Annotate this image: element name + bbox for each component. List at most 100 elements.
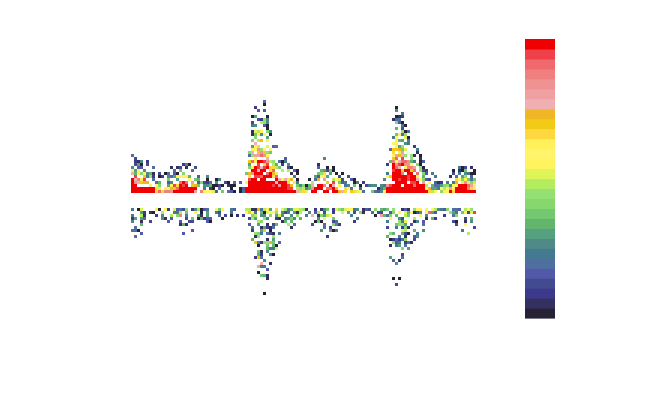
heatmap-cell: [467, 232, 470, 235]
heatmap-cell: [137, 172, 140, 175]
heatmap-cell: [464, 175, 467, 178]
heatmap-cell: [398, 121, 401, 124]
heatmap-cell: [392, 184, 395, 187]
colorbar-swatch: [525, 248, 555, 259]
heatmap-cell: [398, 187, 401, 190]
heatmap-cell: [257, 133, 260, 136]
heatmap-cell: [263, 217, 266, 220]
heatmap-cell: [230, 184, 233, 187]
heatmap-cell: [293, 211, 296, 214]
heatmap-cell: [392, 169, 395, 172]
heatmap-cell: [395, 154, 398, 157]
heatmap-cell: [185, 208, 188, 211]
heatmap-cell: [323, 226, 326, 229]
heatmap-cell: [275, 247, 278, 250]
heatmap-cell: [281, 208, 284, 211]
heatmap-cell: [404, 214, 407, 217]
heatmap-cell: [218, 214, 221, 217]
heatmap-cell: [134, 169, 137, 172]
heatmap-cell: [263, 208, 266, 211]
heatmap-cell: [275, 163, 278, 166]
heatmap-cell: [467, 181, 470, 184]
heatmap-cell: [413, 169, 416, 172]
heatmap-cell: [284, 178, 287, 181]
heatmap-cell: [164, 190, 167, 193]
heatmap-cell: [335, 223, 338, 226]
heatmap-cell: [227, 184, 230, 187]
heatmap-cell: [299, 190, 302, 193]
heatmap-cell: [257, 160, 260, 163]
heatmap-cell: [260, 253, 263, 256]
heatmap-cell: [401, 190, 404, 193]
heatmap-cell: [407, 232, 410, 235]
heatmap-cell: [398, 190, 401, 193]
heatmap-cell: [347, 184, 350, 187]
heatmap-cell: [422, 220, 425, 223]
heatmap-cell: [227, 181, 230, 184]
heatmap-cell: [401, 187, 404, 190]
heatmap-cell: [248, 190, 251, 193]
heatmap-cell: [317, 211, 320, 214]
heatmap-cell: [311, 214, 314, 217]
heatmap-cell: [392, 172, 395, 175]
heatmap-cell: [380, 190, 383, 193]
heatmap-cell: [272, 247, 275, 250]
heatmap-cell: [449, 187, 452, 190]
heatmap-cell: [338, 208, 341, 211]
heatmap-cell: [467, 211, 470, 214]
heatmap-cell: [251, 238, 254, 241]
heatmap-cell: [290, 190, 293, 193]
heatmap-cell: [449, 175, 452, 178]
heatmap-cell: [389, 175, 392, 178]
heatmap-cell: [155, 184, 158, 187]
heatmap-cell: [302, 187, 305, 190]
heatmap-cell: [269, 232, 272, 235]
heatmap-cell: [143, 187, 146, 190]
heatmap-cell: [458, 190, 461, 193]
heatmap-cell: [389, 232, 392, 235]
heatmap-cell: [173, 187, 176, 190]
heatmap-cell: [332, 187, 335, 190]
heatmap-cell: [386, 190, 389, 193]
heatmap-cell: [308, 187, 311, 190]
heatmap-cell: [416, 211, 419, 214]
heatmap-cell: [251, 217, 254, 220]
heatmap-cell: [206, 208, 209, 211]
heatmap-cell: [323, 208, 326, 211]
heatmap-cell: [296, 208, 299, 211]
heatmap-cell: [311, 181, 314, 184]
heatmap-cell: [182, 172, 185, 175]
heatmap-cell: [359, 211, 362, 214]
heatmap-cell: [206, 211, 209, 214]
heatmap-cell: [416, 235, 419, 238]
heatmap-cell: [197, 208, 200, 211]
heatmap-cell: [140, 211, 143, 214]
heatmap-cell: [440, 187, 443, 190]
heatmap-cell: [422, 190, 425, 193]
heatmap-cell: [281, 181, 284, 184]
heatmap-cell: [263, 265, 266, 268]
heatmap-cell: [152, 190, 155, 193]
heatmap-cell: [140, 208, 143, 211]
heatmap-cell: [293, 217, 296, 220]
heatmap-cell: [272, 232, 275, 235]
heatmap-cell: [191, 220, 194, 223]
heatmap-cell: [260, 154, 263, 157]
heatmap-cell: [209, 217, 212, 220]
heatmap-cell: [419, 214, 422, 217]
heatmap-cell: [269, 175, 272, 178]
heatmap-cell: [194, 208, 197, 211]
heatmap-cell: [173, 208, 176, 211]
heatmap-cell: [329, 226, 332, 229]
heatmap-cell: [413, 220, 416, 223]
heatmap-cell: [464, 190, 467, 193]
heatmap-cell: [164, 208, 167, 211]
heatmap-cell: [251, 190, 254, 193]
heatmap-cell: [257, 184, 260, 187]
heatmap-cell: [131, 166, 134, 169]
heatmap-cell: [323, 223, 326, 226]
heatmap-cell: [395, 184, 398, 187]
heatmap-cell: [395, 142, 398, 145]
heatmap-cell: [395, 241, 398, 244]
